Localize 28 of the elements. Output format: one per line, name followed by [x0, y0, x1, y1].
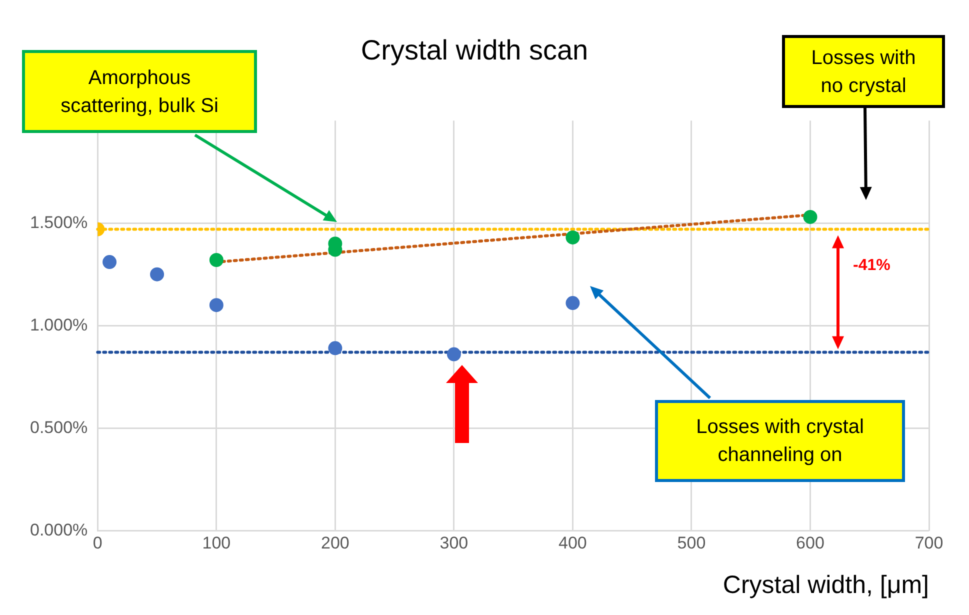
annotation: Losses with crystal channeling on — [695, 415, 865, 468]
point — [803, 210, 818, 224]
point — [566, 296, 580, 310]
x-tick-label: 0 — [92, 533, 102, 552]
point — [102, 255, 117, 270]
y-tick-label: 0.000% — [30, 520, 88, 540]
y-tick-label: 1.000% — [30, 315, 88, 334]
y-tick-label: 1.500% — [30, 212, 88, 232]
x-tick-label: 700 — [914, 533, 944, 552]
x-tick-label: 500 — [677, 533, 706, 552]
x-tick-label: 200 — [320, 533, 350, 552]
annotation: -41% — [853, 257, 890, 275]
x-axis-title: Crystal width, [μm] — [722, 570, 929, 599]
point — [328, 341, 342, 356]
callout-box: Losses with no crystal — [782, 35, 945, 108]
chart-title: Crystal width scan — [360, 34, 588, 66]
x-tick-label: 300 — [440, 533, 468, 552]
point — [446, 347, 461, 362]
x-tick-label: 100 — [202, 533, 231, 552]
point — [566, 230, 580, 244]
point — [209, 298, 224, 312]
callout-box: Losses with crystal channeling on — [655, 400, 905, 482]
x-tick-label: 400 — [558, 533, 587, 552]
x-tick-label: 600 — [796, 533, 824, 552]
point — [209, 253, 224, 267]
y-tick-label: 0.500% — [30, 418, 88, 437]
point — [150, 267, 164, 282]
callout-box: Amorphous scattering, bulk Si — [22, 50, 257, 133]
